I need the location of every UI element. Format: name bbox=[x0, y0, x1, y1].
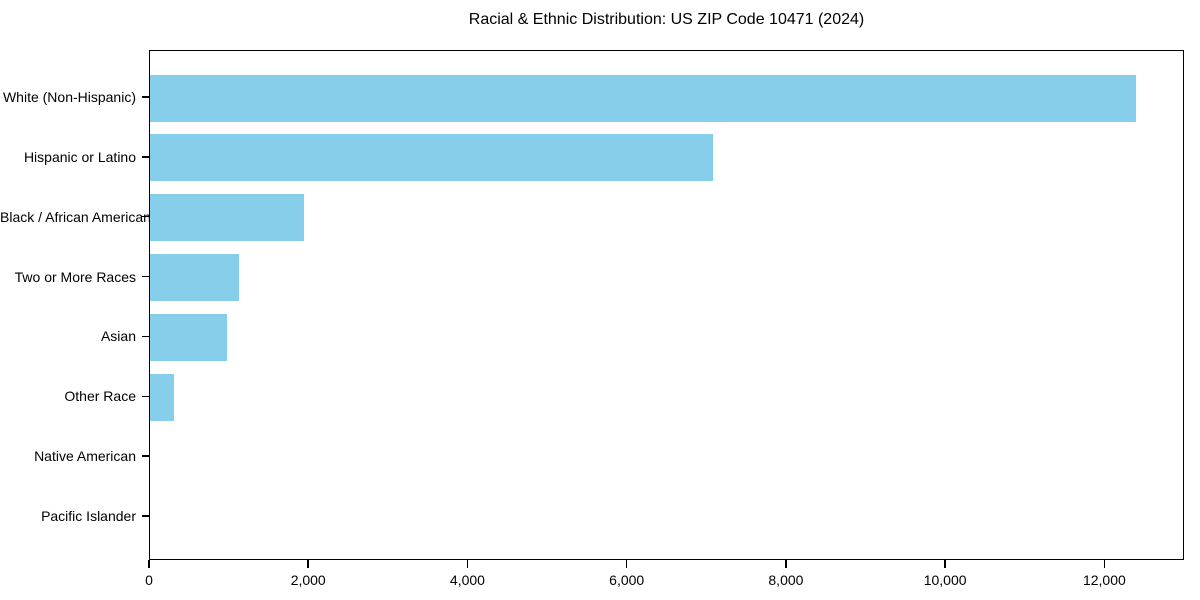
y-tick-label-black-african-american: Black / African American bbox=[0, 208, 151, 225]
y-tick-label-native-american: Native American bbox=[34, 448, 136, 465]
x-tick-label-6000: 6,000 bbox=[609, 572, 645, 588]
y-tick-other-race bbox=[142, 395, 149, 398]
y-tick-pacific-islander bbox=[142, 515, 149, 517]
x-tick-label-12000: 12,000 bbox=[1082, 572, 1126, 588]
x-tick-label-2000: 2,000 bbox=[290, 572, 326, 588]
chart-title: Racial & Ethnic Distribution: US ZIP Cod… bbox=[468, 11, 865, 28]
x-tick-4000 bbox=[466, 560, 469, 568]
y-tick-label-pacific-islander: Pacific Islander bbox=[41, 507, 136, 524]
y-tick-white-non-hispanic bbox=[142, 96, 149, 98]
x-tick-6000 bbox=[625, 560, 628, 568]
y-tick-native-american bbox=[142, 455, 149, 457]
x-tick-8000 bbox=[785, 560, 787, 568]
x-tick-label-0: 0 bbox=[145, 572, 153, 588]
bar-two-or-more-races bbox=[150, 254, 239, 302]
x-tick-label-8000: 8,000 bbox=[768, 572, 804, 588]
y-tick-label-white-non-hispanic: White (Non-Hispanic) bbox=[2, 89, 136, 105]
y-tick-label-other-race: Other Race bbox=[64, 388, 136, 405]
bar-other-race bbox=[150, 373, 174, 421]
y-tick-hispanic-or-latino bbox=[142, 156, 149, 158]
y-tick-asian bbox=[142, 335, 149, 338]
y-tick-label-hispanic-or-latino: Hispanic or Latino bbox=[23, 148, 136, 165]
y-tick-label-two-or-more-races: Two or More Races bbox=[14, 268, 136, 285]
x-tick-10000 bbox=[944, 560, 946, 568]
plot-area bbox=[149, 50, 1184, 560]
x-tick-label-10000: 10,000 bbox=[923, 572, 967, 588]
x-tick-12000 bbox=[1103, 560, 1106, 568]
y-tick-label-asian: Asian bbox=[100, 328, 136, 345]
x-tick-2000 bbox=[307, 560, 309, 568]
bar-asian bbox=[150, 313, 227, 361]
x-tick-0 bbox=[148, 560, 150, 568]
y-tick-black-african-american bbox=[142, 215, 149, 218]
y-tick-two-or-more-races bbox=[142, 275, 149, 278]
bar-black-african-american bbox=[150, 194, 304, 242]
bar-white-non-hispanic bbox=[150, 74, 1136, 122]
x-tick-label-4000: 4,000 bbox=[449, 572, 485, 588]
bar-hispanic-or-latino bbox=[150, 134, 713, 182]
